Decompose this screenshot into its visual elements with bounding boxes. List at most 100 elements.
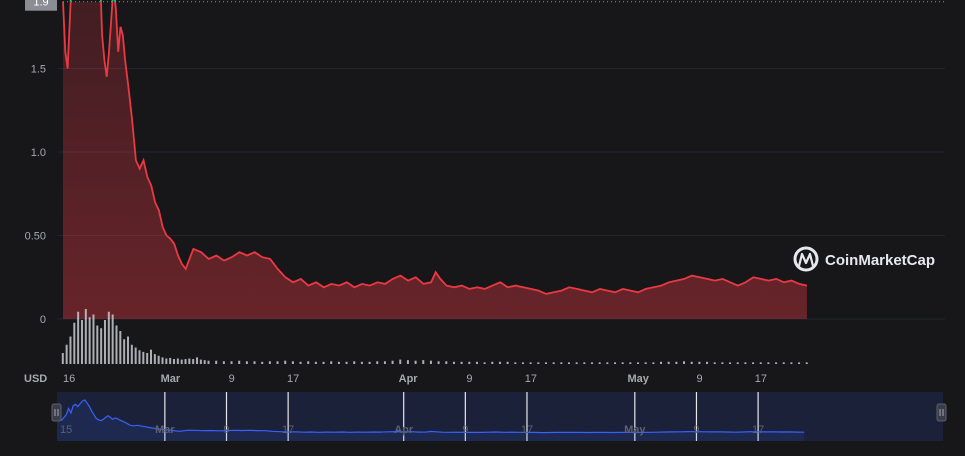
navigator-tick-label: 15 — [60, 424, 72, 436]
y-tick-label: 1.5 — [31, 64, 46, 76]
volume-bar — [445, 361, 448, 364]
volume-bar — [399, 359, 402, 364]
navigator-window[interactable] — [57, 392, 943, 441]
volume-bar — [652, 362, 655, 364]
volume-bar — [498, 361, 501, 364]
volume-bar — [782, 362, 785, 364]
volume-bar — [606, 362, 609, 364]
volume-bar — [805, 362, 808, 364]
volume-bar — [437, 361, 440, 364]
volume-bar — [529, 362, 532, 364]
volume-bar — [675, 361, 678, 364]
volume-bar — [552, 362, 555, 364]
volume-bar — [406, 360, 409, 364]
navigator-tick-label: 17 — [521, 424, 533, 436]
volume-bar — [468, 361, 471, 364]
navigator-tick-label: 9 — [462, 424, 468, 436]
volume-bar — [368, 361, 371, 364]
volume-bar — [88, 317, 91, 364]
volume-bar — [284, 360, 287, 364]
volume-bar — [644, 362, 647, 364]
volume-bar — [192, 359, 195, 364]
volume-bar — [767, 362, 770, 364]
volume-bar — [690, 361, 693, 364]
volume-bar — [759, 362, 762, 364]
volume-bar — [184, 359, 187, 364]
navigator-tick-label: Apr — [394, 424, 414, 436]
volume-bar — [752, 362, 755, 364]
volume-bar — [115, 325, 118, 364]
volume-bar — [130, 344, 133, 364]
volume-bar — [544, 362, 547, 364]
volume-bar — [452, 361, 455, 364]
volume-bar — [360, 361, 363, 364]
price-line — [62, 0, 808, 295]
volume-bar — [199, 359, 202, 364]
navigator-tick-label: 9 — [223, 424, 229, 436]
volume-bar — [667, 361, 670, 364]
volume-bar — [230, 361, 233, 364]
volume-bar — [61, 353, 64, 364]
volume-bar — [176, 358, 179, 364]
range-navigator[interactable]: 15 Mar 9 17 Apr 9 17 May 9 17 — [51, 392, 947, 441]
volume-bar — [744, 362, 747, 364]
volume-bar — [460, 361, 463, 364]
volume-bar — [180, 359, 183, 364]
volume-bar — [196, 357, 199, 364]
volume-bar — [165, 358, 168, 364]
navigator-tick-label: May — [624, 424, 646, 436]
navigator-tick-label: 17 — [752, 424, 764, 436]
navigator-line — [56, 399, 805, 441]
x-axis: 16 Mar 9 17 Apr 9 17 May 9 17 — [63, 373, 767, 385]
volume-bar — [222, 361, 225, 364]
volume-bar — [299, 361, 302, 364]
volume-bar — [134, 347, 137, 364]
volume-bar — [621, 362, 624, 364]
volume-bar — [391, 360, 394, 364]
volume-bar — [238, 360, 241, 364]
volume-bar — [92, 314, 95, 364]
volume-bar — [215, 360, 218, 364]
volume-bar — [706, 361, 709, 364]
volume-bar — [567, 362, 570, 364]
x-tick-label: 17 — [525, 373, 537, 385]
volume-bar — [84, 309, 87, 364]
x-tick-label: May — [628, 373, 650, 385]
volume-bar — [69, 336, 72, 364]
y-tick-label: 1.0 — [31, 147, 46, 159]
volume-bar — [157, 355, 160, 364]
x-tick-label: 9 — [697, 373, 703, 385]
volume-bars — [61, 309, 808, 364]
volume-bar — [422, 360, 425, 364]
volume-bar — [475, 361, 478, 364]
volume-bar — [107, 311, 110, 364]
y-tick-label: 0.50 — [25, 231, 46, 243]
brand-wordmark: CoinMarketCap — [825, 252, 935, 269]
volume-bar — [153, 354, 156, 364]
x-tick-label: 17 — [755, 373, 767, 385]
volume-bar — [146, 353, 149, 364]
volume-bar — [126, 336, 129, 364]
reference-price-tag — [25, 0, 57, 11]
navigator-right-handle[interactable] — [936, 403, 947, 422]
volume-bar — [245, 361, 248, 364]
reference-price-line: 1.9 — [25, 0, 945, 11]
currency-label: USD — [24, 373, 47, 385]
volume-bar — [798, 362, 801, 364]
volume-bar — [683, 361, 686, 364]
volume-bar — [307, 361, 310, 364]
volume-bar — [65, 344, 68, 364]
volume-bar — [660, 361, 663, 364]
volume-bar — [383, 361, 386, 364]
navigator-ticks: 15 Mar 9 17 Apr 9 17 May 9 17 — [60, 424, 764, 436]
volume-bar — [268, 361, 271, 364]
volume-bar — [713, 362, 716, 364]
volume-bar — [483, 362, 486, 364]
volume-bar — [261, 361, 264, 364]
volume-bar — [203, 360, 206, 364]
navigator-left-handle[interactable] — [51, 403, 62, 422]
volume-bar — [790, 362, 793, 364]
volume-bar — [276, 361, 279, 364]
